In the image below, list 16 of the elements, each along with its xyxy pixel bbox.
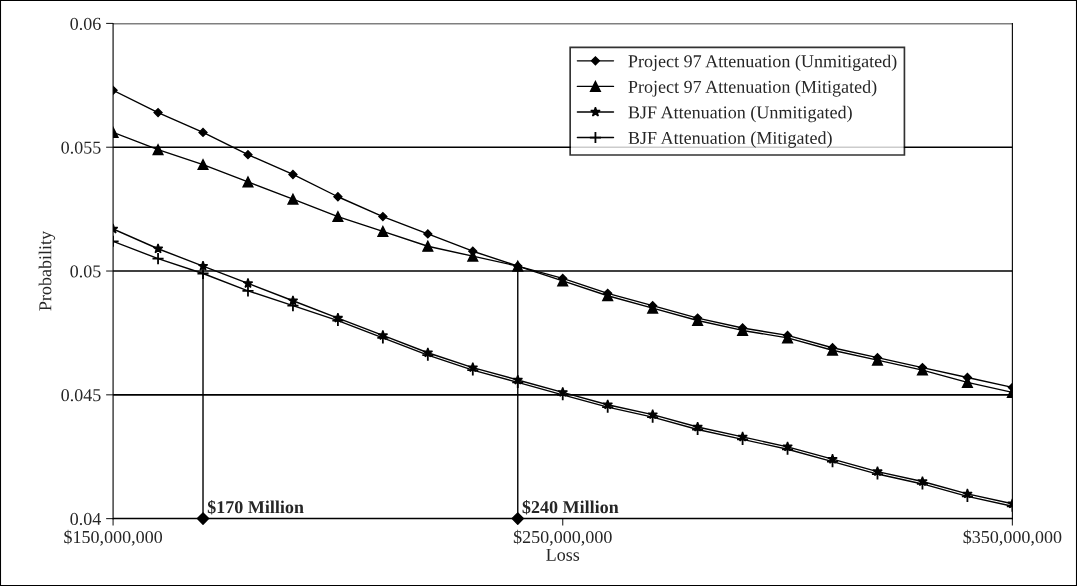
annotation: $240 Million — [522, 499, 619, 515]
x-tick-label: $150,000,000 — [64, 529, 163, 546]
legend-label: BJF Attenuation (Unmitigated) — [628, 105, 852, 123]
annotation: $170 Million — [207, 499, 304, 515]
x-tick-label: $250,000,000 — [513, 529, 612, 546]
y-tick-label: 0.045 — [61, 389, 101, 402]
legend-label: BJF Attenuation (Mitigated) — [628, 131, 832, 148]
y-tick-label: 0.04 — [70, 512, 101, 526]
y-axis-title: Probability — [38, 230, 56, 311]
legend-label: Project 97 Attenuation (Unmitigated) — [628, 54, 897, 72]
legend-label: Project 97 Attenuation (Mitigated) — [628, 80, 877, 97]
y-tick-label: 0.055 — [61, 141, 101, 154]
y-tick-label: 0.06 — [70, 17, 101, 30]
x-tick-label: $350,000,000 — [963, 529, 1062, 546]
x-axis-title: Loss — [546, 548, 580, 561]
y-tick-label: 0.05 — [70, 265, 101, 278]
